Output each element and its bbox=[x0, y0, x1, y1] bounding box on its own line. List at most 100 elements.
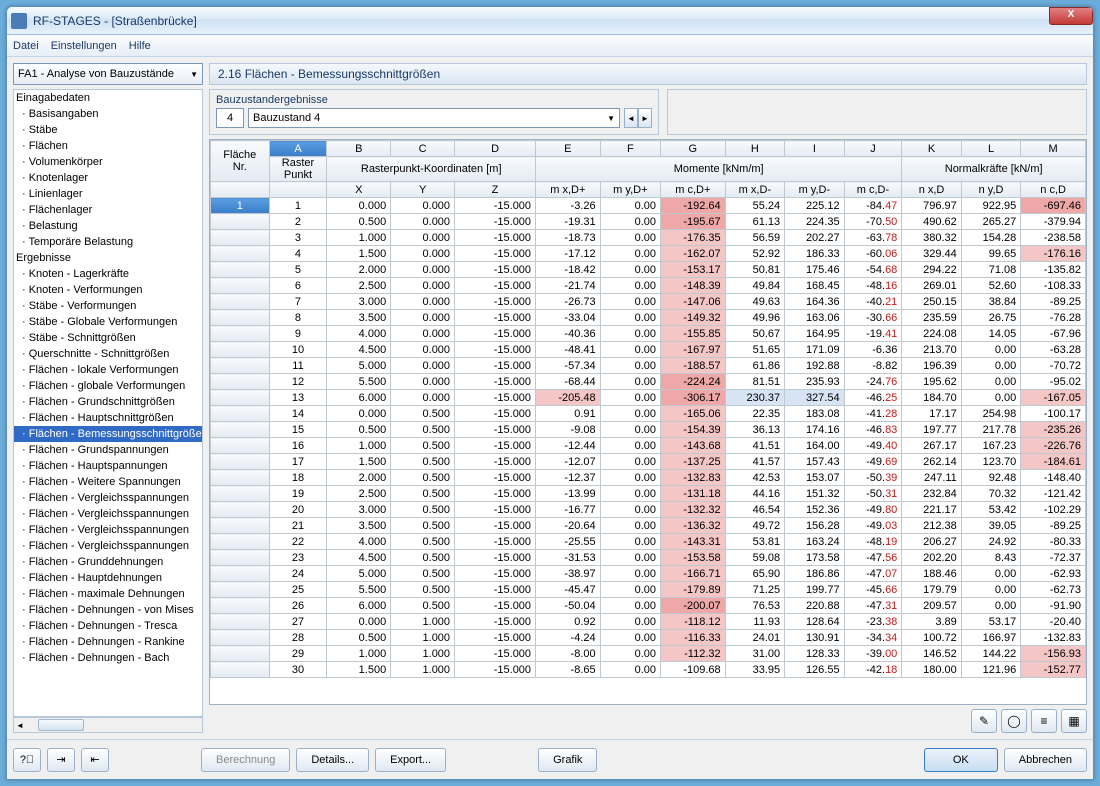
tree-item[interactable]: · Knoten - Lagerkräfte bbox=[14, 266, 202, 282]
table-row[interactable]: 171.5000.500-15.000-12.070.00-137.2541.5… bbox=[211, 454, 1086, 470]
close-button[interactable]: X bbox=[1049, 7, 1093, 25]
table-row[interactable]: 83.5000.000-15.000-33.040.00-149.3249.96… bbox=[211, 310, 1086, 326]
tool-icon-2[interactable]: ◯ bbox=[1001, 709, 1027, 733]
col-sub: m x,D+ bbox=[536, 182, 601, 198]
table-row[interactable]: 192.5000.500-15.000-13.990.00-131.1844.1… bbox=[211, 486, 1086, 502]
table-row[interactable]: 136.0000.000-15.000-205.480.00-306.17230… bbox=[211, 390, 1086, 406]
tree-item[interactable]: · Flächen - Vergleichsspannungen bbox=[14, 506, 202, 522]
menu-einstellungen[interactable]: Einstellungen bbox=[51, 40, 117, 52]
table-row[interactable]: 291.0001.000-15.000-8.000.00-112.3231.00… bbox=[211, 646, 1086, 662]
table-row[interactable]: 125.5000.000-15.000-68.440.00-224.2481.5… bbox=[211, 374, 1086, 390]
analysis-dropdown[interactable]: FA1 - Analyse von Bauzustände ▼ bbox=[13, 63, 203, 85]
berechnung-button[interactable]: Berechnung bbox=[201, 748, 290, 772]
tree-item[interactable]: · Flächen - Dehnungen - von Mises bbox=[14, 602, 202, 618]
table-row[interactable]: 140.0000.500-15.0000.910.00-165.0622.351… bbox=[211, 406, 1086, 422]
sidebar: FA1 - Analyse von Bauzustände ▼ Einagabe… bbox=[13, 63, 203, 733]
tree-item[interactable]: Ergebnisse bbox=[14, 250, 202, 266]
tree-item[interactable]: · Flächen - lokale Verformungen bbox=[14, 362, 202, 378]
spin-next[interactable]: ► bbox=[638, 108, 652, 128]
tree-item[interactable]: · Flächen - Vergleichsspannungen bbox=[14, 490, 202, 506]
tree-item[interactable]: · Flächen - Grundschnittgrößen bbox=[14, 394, 202, 410]
table-row[interactable]: 270.0001.000-15.0000.920.00-118.1211.931… bbox=[211, 614, 1086, 630]
export-button-2[interactable]: Export... bbox=[375, 748, 446, 772]
tree-item[interactable]: · Linienlager bbox=[14, 186, 202, 202]
table-row[interactable]: 280.5001.000-15.000-4.240.00-116.3324.01… bbox=[211, 630, 1086, 646]
table-row[interactable]: 62.5000.000-15.000-21.740.00-148.3949.84… bbox=[211, 278, 1086, 294]
table-row[interactable]: 52.0000.000-15.000-18.420.00-153.1750.81… bbox=[211, 262, 1086, 278]
export-button[interactable]: ⇤ bbox=[81, 748, 109, 772]
col-letter: C bbox=[391, 141, 455, 157]
tree-item[interactable]: · Stäbe - Verformungen bbox=[14, 298, 202, 314]
tree-item[interactable]: · Flächen bbox=[14, 138, 202, 154]
table-row[interactable]: 150.5000.500-15.000-9.080.00-154.3936.13… bbox=[211, 422, 1086, 438]
bauzustand-number[interactable]: 4 bbox=[216, 108, 244, 128]
tree-item[interactable]: · Flächen - Dehnungen - Rankine bbox=[14, 634, 202, 650]
table-row[interactable]: 182.0000.500-15.000-12.370.00-132.8342.5… bbox=[211, 470, 1086, 486]
col-sub: n y,D bbox=[961, 182, 1020, 198]
table-row[interactable]: 41.5000.000-15.000-17.120.00-162.0752.92… bbox=[211, 246, 1086, 262]
ok-button[interactable]: OK bbox=[924, 748, 998, 772]
table-row[interactable]: 115.0000.000-15.000-57.340.00-188.5761.8… bbox=[211, 358, 1086, 374]
app-window: RF-STAGES - [Straßenbrücke] X Datei Eins… bbox=[6, 6, 1094, 780]
table-row[interactable]: 161.0000.500-15.000-12.440.00-143.6841.5… bbox=[211, 438, 1086, 454]
tree-item[interactable]: · Flächen - Grundspannungen bbox=[14, 442, 202, 458]
abbrechen-button[interactable]: Abbrechen bbox=[1004, 748, 1087, 772]
tree-item[interactable]: · Flächen - Hauptdehnungen bbox=[14, 570, 202, 586]
tree-item[interactable]: · Volumenkörper bbox=[14, 154, 202, 170]
menu-datei[interactable]: Datei bbox=[13, 40, 39, 52]
table-row[interactable]: 73.0000.000-15.000-26.730.00-147.0649.63… bbox=[211, 294, 1086, 310]
tree-item[interactable]: · Flächen - Hauptschnittgrößen bbox=[14, 410, 202, 426]
table-row[interactable]: 245.0000.500-15.000-38.970.00-166.7165.9… bbox=[211, 566, 1086, 582]
scroll-thumb[interactable] bbox=[38, 719, 84, 731]
tree-hscroll[interactable]: ◄ bbox=[13, 717, 203, 733]
tree-item[interactable]: · Stäbe - Schnittgrößen bbox=[14, 330, 202, 346]
col-sub: m y,D- bbox=[785, 182, 844, 198]
tree-item[interactable]: · Flächen - Dehnungen - Tresca bbox=[14, 618, 202, 634]
tree-item[interactable]: · Stäbe - Globale Verformungen bbox=[14, 314, 202, 330]
details-button[interactable]: Details... bbox=[296, 748, 369, 772]
tree-item[interactable]: · Flächen - Dehnungen - Bach bbox=[14, 650, 202, 666]
tree-item[interactable]: · Querschnitte - Schnittgrößen bbox=[14, 346, 202, 362]
table-row[interactable]: 104.5000.000-15.000-48.410.00-167.9751.6… bbox=[211, 342, 1086, 358]
tree-item[interactable]: · Flächen - Weitere Spannungen bbox=[14, 474, 202, 490]
tool-icon-3[interactable]: ≡ bbox=[1031, 709, 1057, 733]
grafik-button[interactable]: Grafik bbox=[538, 748, 597, 772]
tree-item[interactable]: · Flächen - Grunddehnungen bbox=[14, 554, 202, 570]
tree-item[interactable]: · Flächen - Hauptspannungen bbox=[14, 458, 202, 474]
tool-icon-1[interactable]: ✎ bbox=[971, 709, 997, 733]
results-grid[interactable]: FlächeNr.ABCDEFGHIJKLMRasterPunktRasterp… bbox=[209, 139, 1087, 705]
tree-item[interactable]: · Flächen - Bemessungsschnittgrößen bbox=[14, 426, 202, 442]
table-row[interactable]: 234.5000.500-15.000-31.530.00-153.5859.0… bbox=[211, 550, 1086, 566]
spin-prev[interactable]: ◄ bbox=[624, 108, 638, 128]
tree-item[interactable]: · Stäbe bbox=[14, 122, 202, 138]
tree-item[interactable]: · Flächenlager bbox=[14, 202, 202, 218]
tool-icon-4[interactable]: ▦ bbox=[1061, 709, 1087, 733]
tree-item[interactable]: · Flächen - maximale Dehnungen bbox=[14, 586, 202, 602]
table-row[interactable]: 213.5000.500-15.000-20.640.00-136.3249.7… bbox=[211, 518, 1086, 534]
table-row[interactable]: 31.0000.000-15.000-18.730.00-176.3556.59… bbox=[211, 230, 1086, 246]
tree-item[interactable]: · Flächen - globale Verformungen bbox=[14, 378, 202, 394]
panel-title: 2.16 Flächen - Bemessungsschnittgrößen bbox=[209, 63, 1087, 85]
tree-item[interactable]: · Temporäre Belastung bbox=[14, 234, 202, 250]
nav-tree[interactable]: Einagabedaten· Basisangaben· Stäbe· Fläc… bbox=[13, 89, 203, 717]
table-row[interactable]: 301.5001.000-15.000-8.650.00-109.6833.95… bbox=[211, 662, 1086, 678]
tree-item[interactable]: · Knoten - Verformungen bbox=[14, 282, 202, 298]
table-row[interactable]: 20.5000.000-15.000-19.310.00-195.6761.13… bbox=[211, 214, 1086, 230]
help-button[interactable]: ?⃝ bbox=[13, 748, 41, 772]
table-row[interactable]: 94.0000.000-15.000-40.360.00-155.8550.67… bbox=[211, 326, 1086, 342]
table-row[interactable]: 255.5000.500-15.000-45.470.00-179.8971.2… bbox=[211, 582, 1086, 598]
import-button[interactable]: ⇥ bbox=[47, 748, 75, 772]
menu-hilfe[interactable]: Hilfe bbox=[129, 40, 151, 52]
table-row[interactable]: 203.0000.500-15.000-16.770.00-132.3246.5… bbox=[211, 502, 1086, 518]
tree-item[interactable]: · Knotenlager bbox=[14, 170, 202, 186]
tree-item[interactable]: · Flächen - Vergleichsspannungen bbox=[14, 522, 202, 538]
table-row[interactable]: 224.0000.500-15.000-25.550.00-143.3153.8… bbox=[211, 534, 1086, 550]
table-row[interactable]: 110.0000.000-15.000-3.260.00-192.6455.24… bbox=[211, 198, 1086, 214]
tree-item[interactable]: · Belastung bbox=[14, 218, 202, 234]
tree-item[interactable]: Einagabedaten bbox=[14, 90, 202, 106]
bauzustand-combo[interactable]: Bauzustand 4 ▼ bbox=[248, 108, 620, 128]
table-row[interactable]: 266.0000.500-15.000-50.040.00-200.0776.5… bbox=[211, 598, 1086, 614]
titlebar: RF-STAGES - [Straßenbrücke] X bbox=[7, 7, 1093, 35]
tree-item[interactable]: · Basisangaben bbox=[14, 106, 202, 122]
tree-item[interactable]: · Flächen - Vergleichsspannungen bbox=[14, 538, 202, 554]
